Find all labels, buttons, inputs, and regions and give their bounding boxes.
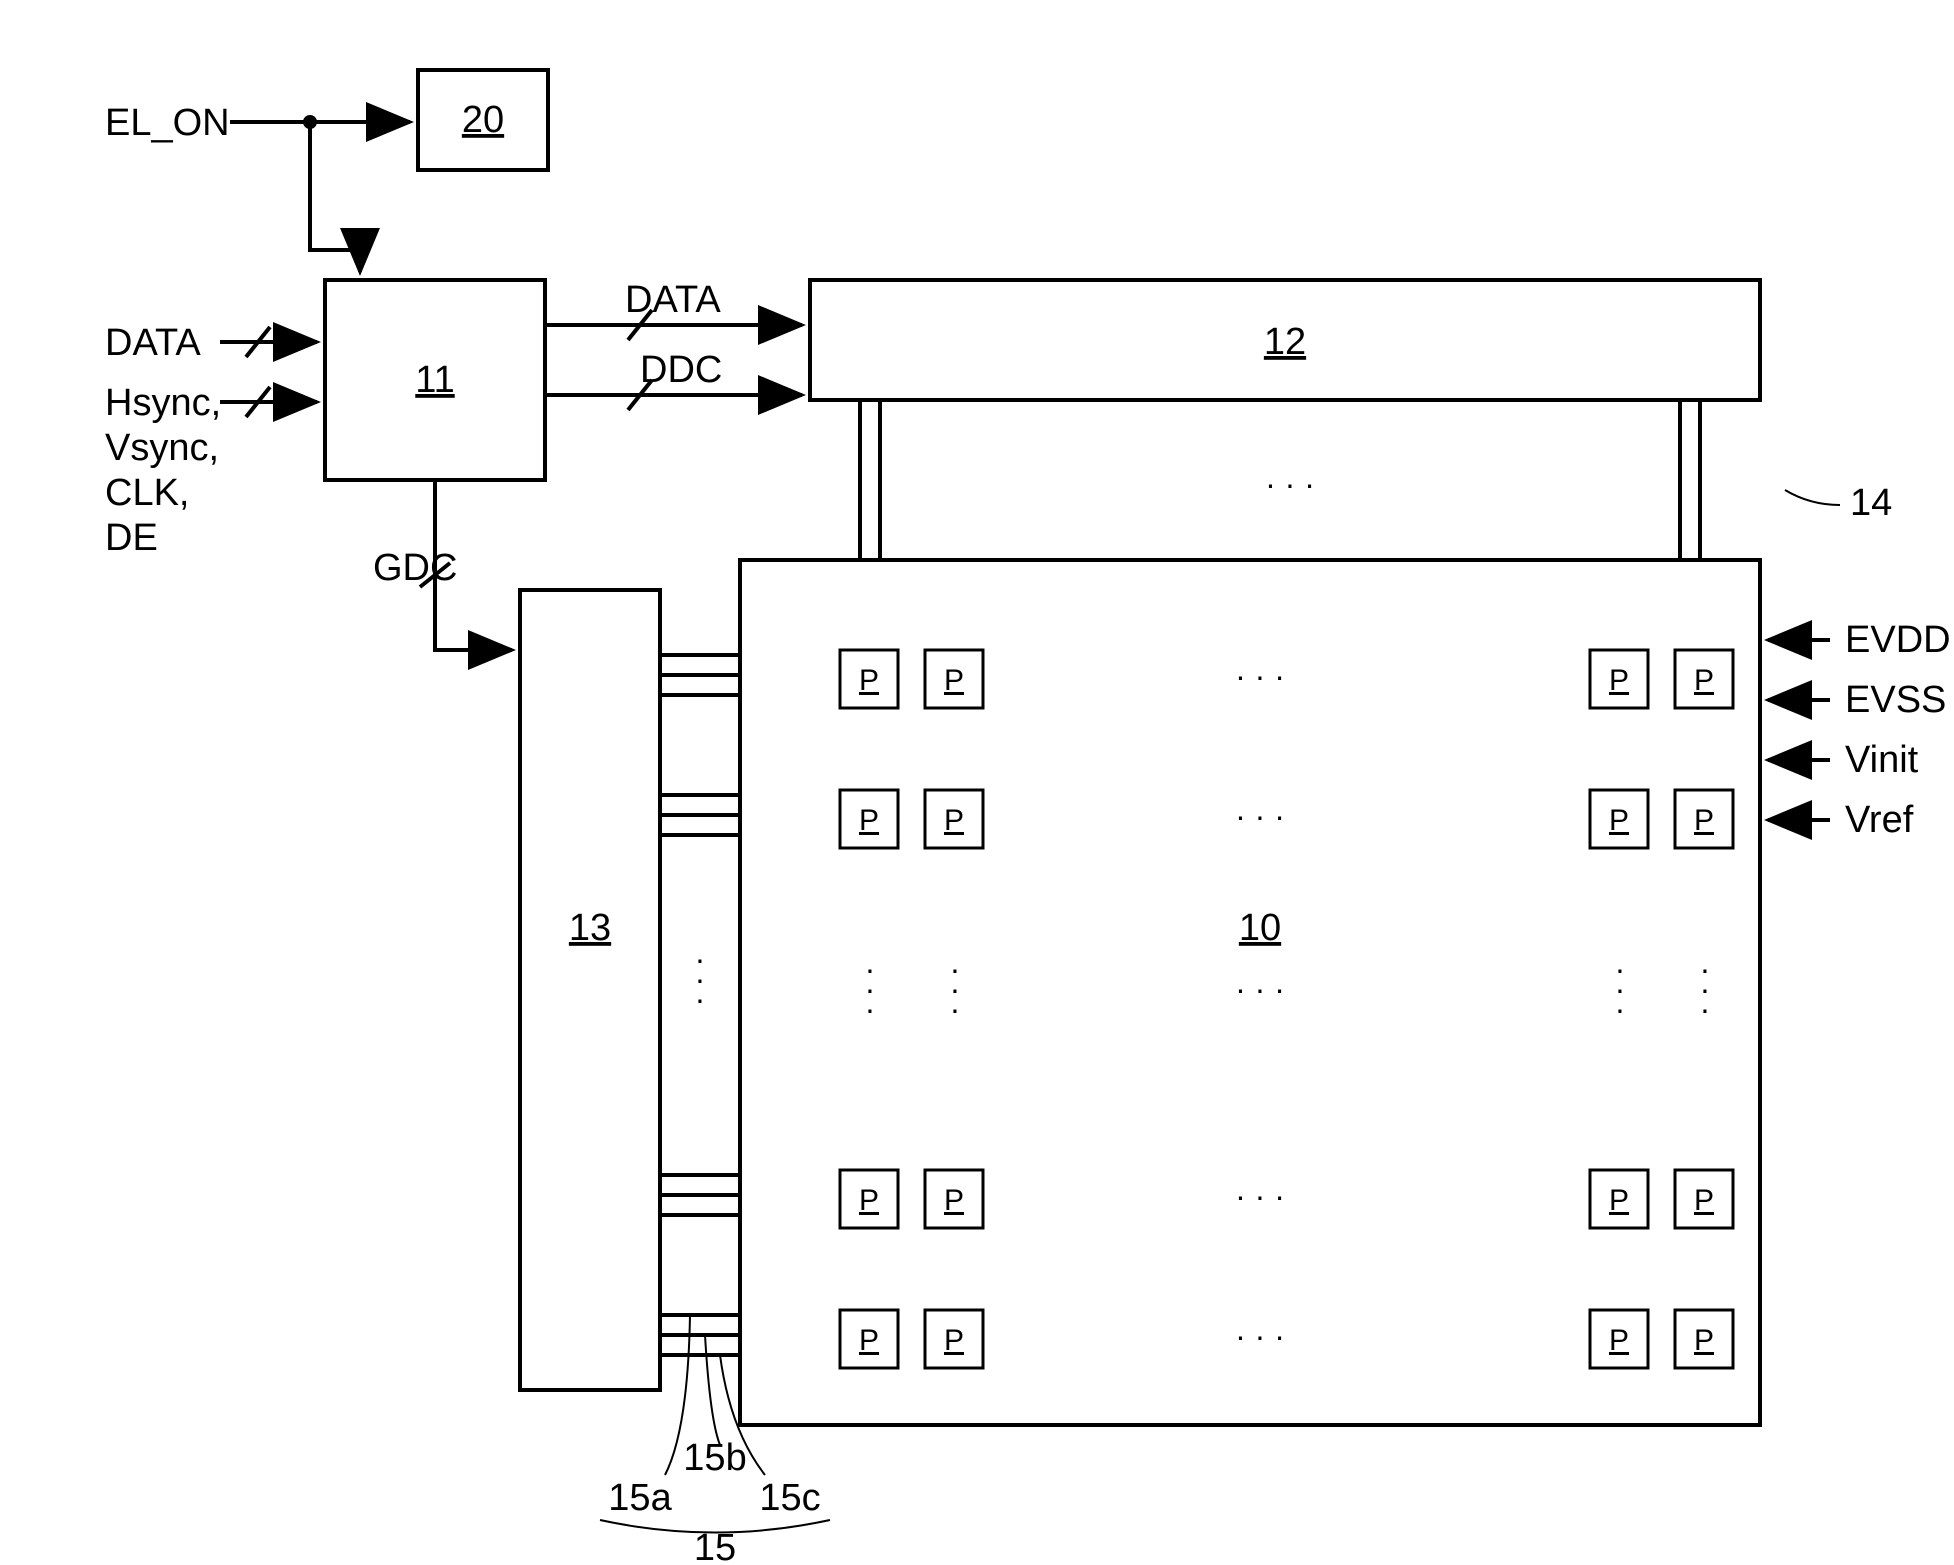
label-el-on: EL_ON xyxy=(105,102,230,144)
label-data-in: DATA xyxy=(105,322,201,364)
ref-15b: 15b xyxy=(683,1437,746,1479)
pixel-label: P xyxy=(1694,1184,1714,1217)
label-vinit: Vinit xyxy=(1845,739,1919,781)
pixel-label: P xyxy=(1694,664,1714,697)
ellipsis: · xyxy=(1700,991,1711,1027)
pixel-label: P xyxy=(1694,804,1714,837)
pixel-label: P xyxy=(1609,664,1629,697)
pixel-label: P xyxy=(944,804,964,837)
label-de: DE xyxy=(105,517,158,559)
pixel-label: P xyxy=(859,804,879,837)
label-vref: Vref xyxy=(1845,799,1914,841)
ref-11: 11 xyxy=(415,359,454,401)
ellipsis: · · · xyxy=(1235,658,1285,694)
pixel-label: P xyxy=(944,1184,964,1217)
label-vsync: Vsync, xyxy=(105,427,219,469)
ref-15c: 15c xyxy=(759,1477,820,1519)
ellipsis: · · · xyxy=(1235,1318,1285,1354)
ref-15: 15 xyxy=(694,1527,736,1565)
ellipsis: · · · xyxy=(1265,466,1315,502)
ellipsis: · xyxy=(695,981,706,1017)
label-data-bus: DATA xyxy=(625,279,721,321)
block-13 xyxy=(520,590,660,1390)
pixel-label: P xyxy=(1609,1184,1629,1217)
ellipsis: · xyxy=(1615,991,1626,1027)
pixel-label: P xyxy=(1609,1324,1629,1357)
label-evdd: EVDD xyxy=(1845,619,1951,661)
ellipsis: · · · xyxy=(1235,971,1285,1007)
label-evss: EVSS xyxy=(1845,679,1946,721)
ref-14: 14 xyxy=(1850,482,1892,524)
block-diagram: 20 EL_ON 11 DATA Hsync,Vsync,CLK,DE 12 DATA DDC… xyxy=(0,0,1954,1565)
pixel-label: P xyxy=(1694,1324,1714,1357)
label-clk: CLK, xyxy=(105,472,189,514)
ellipsis: · · · xyxy=(1235,798,1285,834)
pixel-label: P xyxy=(859,1324,879,1357)
ellipsis: · · · xyxy=(1235,1178,1285,1214)
ref-13: 13 xyxy=(569,907,611,949)
label-hsync: Hsync, xyxy=(105,382,221,424)
label-ddc: DDC xyxy=(640,349,722,391)
pixel-label: P xyxy=(944,1324,964,1357)
ref-15a: 15a xyxy=(608,1477,672,1519)
ref-10: 10 xyxy=(1239,907,1281,949)
pixel-label: P xyxy=(944,664,964,697)
pixel-label: P xyxy=(1609,804,1629,837)
pixel-label: P xyxy=(859,1184,879,1217)
pixel-label: P xyxy=(859,664,879,697)
ellipsis: · xyxy=(950,991,961,1027)
ref-20: 20 xyxy=(462,99,504,141)
ellipsis: · xyxy=(865,991,876,1027)
ref-12: 12 xyxy=(1264,321,1306,363)
